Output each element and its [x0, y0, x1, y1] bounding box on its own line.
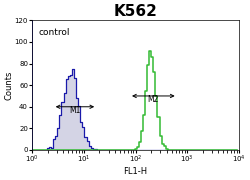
Text: control: control — [38, 28, 70, 37]
Title: K562: K562 — [114, 4, 158, 19]
X-axis label: FL1-H: FL1-H — [124, 167, 148, 176]
Text: M2: M2 — [148, 95, 159, 104]
Y-axis label: Counts: Counts — [4, 70, 13, 100]
Text: M1: M1 — [69, 106, 80, 115]
